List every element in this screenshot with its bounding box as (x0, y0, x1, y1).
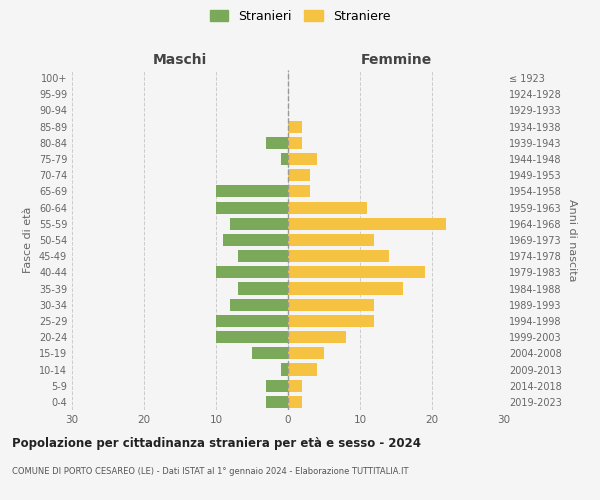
Text: Popolazione per cittadinanza straniera per età e sesso - 2024: Popolazione per cittadinanza straniera p… (12, 438, 421, 450)
Bar (238, 250, 288, 262)
Bar (288, 250, 389, 262)
Text: COMUNE DI PORTO CESAREO (LE) - Dati ISTAT al 1° gennaio 2024 - Elaborazione TUTT: COMUNE DI PORTO CESAREO (LE) - Dati ISTA… (12, 468, 409, 476)
Bar (288, 169, 310, 181)
Bar (266, 380, 288, 392)
Bar (288, 282, 403, 294)
Bar (288, 186, 310, 198)
Bar (288, 348, 324, 360)
Bar (281, 153, 288, 165)
Bar (230, 218, 288, 230)
Bar (252, 348, 288, 360)
Text: Maschi: Maschi (153, 54, 207, 68)
Bar (288, 218, 446, 230)
Bar (288, 266, 425, 278)
Bar (216, 186, 288, 198)
Bar (288, 202, 367, 213)
Bar (281, 364, 288, 376)
Bar (288, 137, 302, 149)
Bar (288, 331, 346, 343)
Bar (288, 396, 302, 408)
Legend: Stranieri, Straniere: Stranieri, Straniere (206, 6, 394, 26)
Bar (288, 364, 317, 376)
Bar (288, 298, 374, 311)
Bar (216, 266, 288, 278)
Bar (266, 396, 288, 408)
Text: Femmine: Femmine (361, 54, 431, 68)
Bar (238, 282, 288, 294)
Bar (288, 380, 302, 392)
Bar (230, 298, 288, 311)
Bar (216, 202, 288, 213)
Bar (216, 315, 288, 327)
Y-axis label: Anni di nascita: Anni di nascita (567, 198, 577, 281)
Bar (288, 315, 374, 327)
Bar (288, 234, 374, 246)
Bar (288, 153, 317, 165)
Y-axis label: Fasce di età: Fasce di età (23, 207, 33, 273)
Bar (216, 331, 288, 343)
Bar (266, 137, 288, 149)
Bar (223, 234, 288, 246)
Bar (288, 120, 302, 132)
